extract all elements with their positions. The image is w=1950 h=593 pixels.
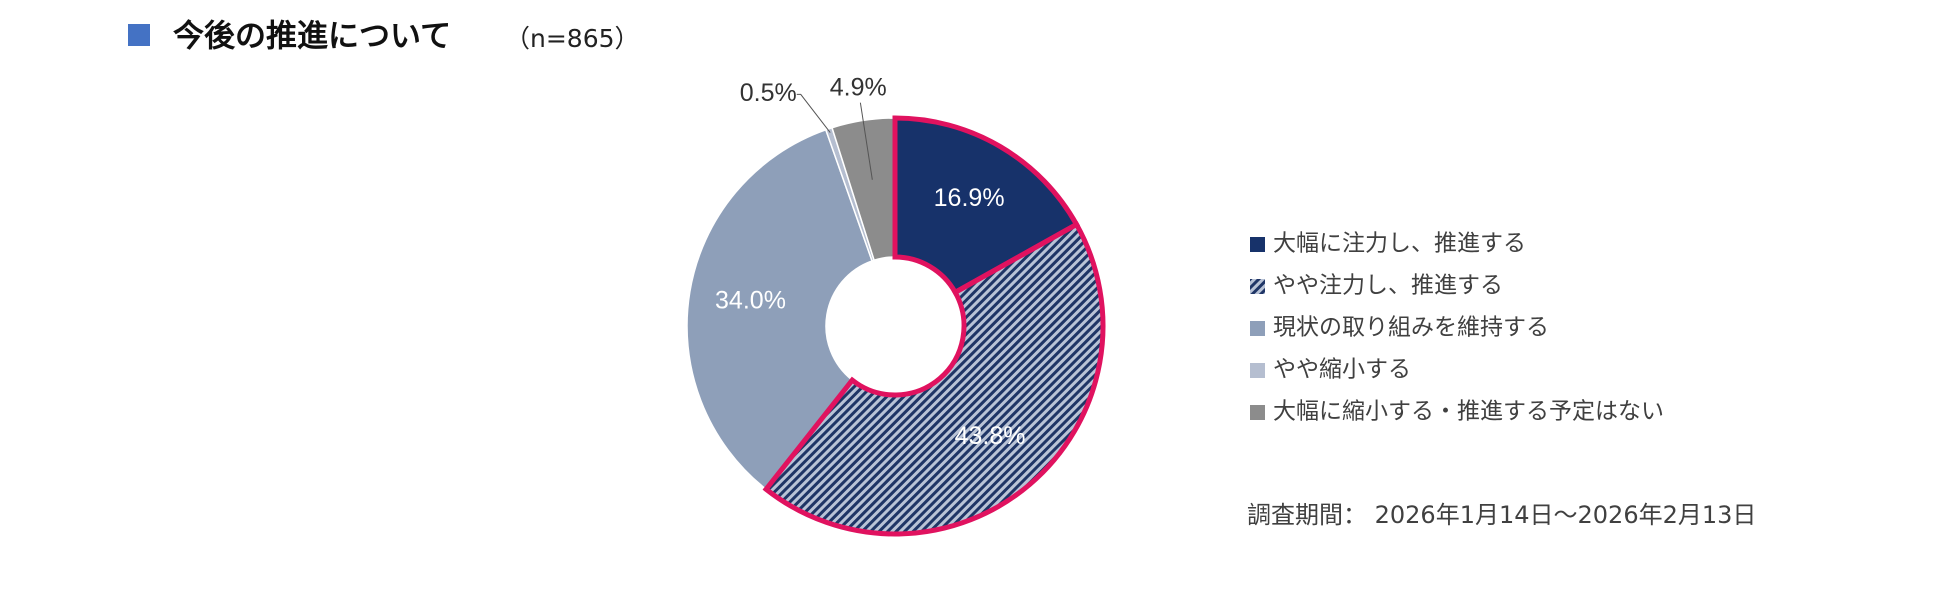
legend-marker bbox=[1250, 321, 1265, 336]
legend-label: 大幅に注力し、推進する bbox=[1273, 231, 1526, 257]
slice bbox=[686, 128, 874, 491]
legend-label: やや縮小する bbox=[1273, 357, 1411, 383]
slice-highlight bbox=[762, 221, 1106, 537]
annotation: 調査期間： 2026年1月14日～2026年2月13日 bbox=[1247, 501, 1756, 529]
legend-marker bbox=[1250, 237, 1265, 252]
chart-title: 今後の推進について bbox=[173, 19, 451, 55]
data-label: 0.5% bbox=[740, 79, 797, 107]
data-label: 16.9% bbox=[934, 184, 1005, 212]
legend-marker bbox=[1250, 363, 1265, 378]
legend-label: やや注力し、推進する bbox=[1273, 273, 1503, 299]
leader-line bbox=[859, 102, 873, 180]
title-marker bbox=[128, 24, 150, 46]
legend-marker bbox=[1250, 279, 1265, 294]
data-label: 43.8% bbox=[955, 422, 1026, 450]
data-label: 4.9% bbox=[830, 73, 887, 101]
data-label: 34.0% bbox=[715, 287, 786, 315]
legend-marker bbox=[1250, 405, 1265, 420]
legend-label: 大幅に縮小する・推進する予定はない bbox=[1273, 399, 1664, 425]
chart-subtitle: （n=865） bbox=[505, 24, 640, 53]
slice-highlight bbox=[892, 115, 1080, 296]
leader-line bbox=[796, 93, 831, 133]
legend-label: 現状の取り組みを維持する bbox=[1273, 315, 1549, 341]
